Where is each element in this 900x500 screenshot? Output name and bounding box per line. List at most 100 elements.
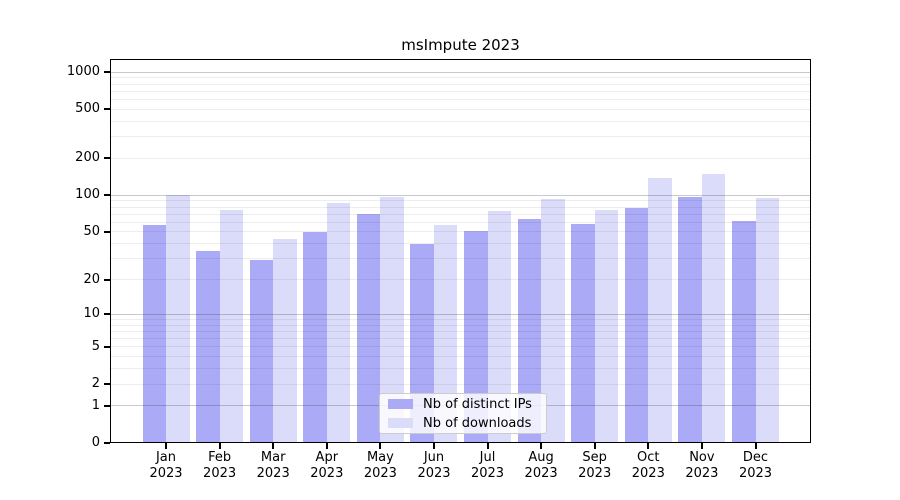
minor-gridline [110,243,811,245]
x-tick-mark [325,443,328,449]
major-gridline [110,313,811,315]
y-tick-label-0: 0 [91,435,100,450]
minor-gridline [110,221,811,223]
x-tick-label-jun: Jun 2023 [417,450,451,481]
bar-downloads-jul [487,211,512,443]
x-tick-label-apr: Apr 2023 [310,450,344,481]
y-tick-mark [104,313,110,316]
legend-item-downloads: Nb of downloads [380,415,546,431]
bar-downloads-mar [273,238,297,443]
y-tick-mark [104,278,110,281]
minor-gridline [110,90,811,92]
grid-layer [110,59,811,443]
y-tick-label-20: 20 [83,271,100,287]
x-tick-label-feb: Feb 2023 [203,450,237,481]
bar-distinct-ips-oct [624,208,649,443]
y-tick-label-10: 10 [83,306,100,322]
bar-downloads-oct [648,178,672,443]
minor-gridline [110,338,811,339]
minor-gridline [110,213,811,215]
minor-gridline [110,98,811,100]
x-tick-label-nov: Nov 2023 [685,450,719,481]
x-tick-mark [486,443,489,449]
legend: Nb of distinct IPs Nb of downloads [379,393,547,434]
y-tick-label-100: 100 [75,187,100,203]
bar-distinct-ips-sep [571,224,595,443]
minor-gridline [110,318,811,320]
bar-downloads-sep [594,210,619,443]
bar-distinct-ips-mar [249,260,274,443]
bar-distinct-ips-dec [732,221,756,443]
bar-downloads-jun [433,225,458,443]
legend-item-distinct-ips: Nb of distinct IPs [380,396,546,412]
bar-downloads-aug [541,199,565,443]
minor-gridline [110,356,811,358]
bar-distinct-ips-apr [303,231,327,443]
major-gridline [110,194,811,196]
y-tick-mark [104,345,110,348]
minor-gridline [110,330,811,332]
minor-gridline [110,206,811,208]
legend-label: Nb of distinct IPs [423,396,532,412]
minor-gridline [110,368,811,370]
x-tick-mark [165,443,167,449]
x-tick-mark [540,443,543,449]
bar-distinct-ips-jul [464,230,488,443]
y-tick-label-2: 2 [91,376,100,391]
y-tick-mark [104,230,110,233]
x-tick-mark [218,443,221,449]
minor-gridline [110,200,811,202]
x-tick-mark [379,443,382,449]
x-tick-mark [433,443,435,449]
bar-downloads-nov [701,173,726,443]
x-tick-label-aug: Aug 2023 [524,450,558,481]
major-gridline [110,71,811,73]
bar-downloads-feb [219,209,244,443]
x-tick-mark [272,443,275,449]
minor-gridline [110,108,811,110]
minor-gridline [110,77,811,79]
bar-downloads-apr [326,203,351,443]
plot-area [110,59,811,443]
minor-gridline [110,258,811,260]
bar-downloads-dec [755,197,779,443]
x-tick-label-jan: Jan 2023 [149,450,183,481]
x-tick-label-jul: Jul 2023 [470,450,505,481]
y-tick-mark [104,71,110,73]
minor-gridline [110,324,811,326]
chart-title: msImpute 2023 [401,36,520,54]
x-tick-mark [700,443,703,449]
minor-gridline [110,383,811,385]
x-tick-label-sep: Sep 2023 [578,450,612,481]
bar-distinct-ips-aug [517,218,542,443]
y-tick-label-500: 500 [75,101,100,117]
x-tick-label-dec: Dec 2023 [738,450,773,481]
x-tick-label-oct: Oct 2023 [631,450,665,481]
x-tick-label-may: May 2023 [363,450,397,481]
y-tick-mark [104,404,110,407]
y-tick-mark [104,194,110,197]
y-tick-label-5: 5 [91,338,100,354]
y-tick-label-50: 50 [83,223,100,239]
x-tick-label-mar: Mar 2023 [256,450,290,481]
x-tick-mark [647,443,650,449]
bar-downloads-jan [166,195,190,443]
minor-gridline [110,346,811,348]
legend-swatch-distinct-ips [388,399,413,409]
bar-distinct-ips-jan [142,225,166,443]
x-tick-mark [754,443,757,449]
x-tick-mark [593,443,596,449]
bars-layer [110,59,811,443]
minor-gridline [110,279,811,280]
y-tick-mark [104,157,110,160]
bar-downloads-may [380,196,404,443]
y-tick-mark [104,108,110,111]
y-tick-mark [104,442,110,444]
legend-swatch-downloads [388,418,413,428]
y-tick-label-1: 1 [91,397,100,413]
minor-gridline [110,120,811,122]
y-tick-label-1000: 1000 [66,64,100,79]
minor-gridline [110,136,811,137]
bar-distinct-ips-nov [678,196,702,443]
bar-distinct-ips-feb [196,250,220,443]
